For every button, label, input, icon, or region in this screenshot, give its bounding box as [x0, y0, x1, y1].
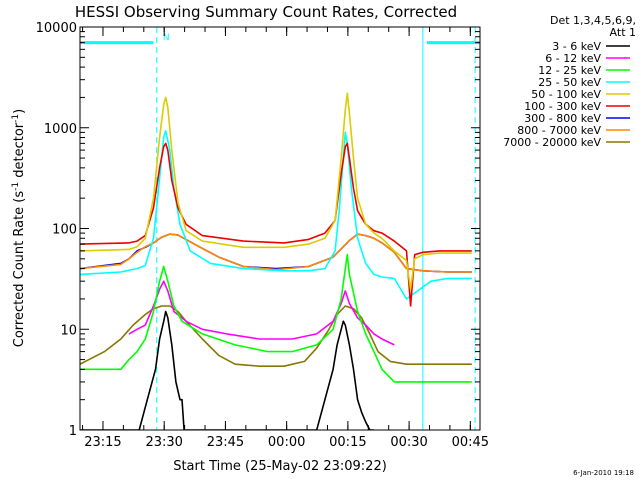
y-tick-label: 1	[69, 424, 77, 439]
legend-header-line: Att 1	[610, 26, 636, 39]
chart-title: HESSI Observing Summary Count Rates, Cor…	[75, 3, 457, 21]
attenuator-annotations: N	[80, 27, 480, 430]
legend-label: 50 - 100 keV	[531, 88, 601, 101]
x-axis-label: Start Time (25-May-02 23:09:22)	[173, 459, 387, 474]
x-tick-label: 00:15	[329, 435, 366, 450]
legend-label: 6 - 12 keV	[545, 52, 601, 65]
y-tick-label: 10000	[36, 21, 77, 36]
legend-label: 25 - 50 keV	[538, 76, 601, 89]
plot-frame	[79, 26, 481, 431]
y-tick-label: 10	[60, 323, 77, 338]
series-line-8	[80, 305, 472, 368]
series-line-5	[80, 142, 472, 307]
x-tick-label: 23:45	[207, 435, 244, 450]
plot-area: N 23:15 23:30 23:45 00:00 00:15 00:30 00:45 11…	[36, 21, 489, 450]
legend-label: 300 - 800 keV	[524, 112, 601, 125]
attenuator-label: N	[163, 33, 170, 43]
series-line-2	[80, 253, 472, 383]
x-tick-label: 23:15	[84, 435, 121, 450]
series-line-4	[80, 92, 472, 291]
x-axis-ticks: 23:15 23:30 23:45 00:00 00:15 00:30 00:45	[82, 27, 489, 450]
x-tick-label: 23:30	[145, 435, 182, 450]
legend-header-line: Det 1,3,4,5,6,9,	[550, 14, 636, 27]
x-tick-label: 00:45	[452, 435, 489, 450]
timestamp: 6-Jan-2010 19:18	[573, 469, 634, 477]
y-tick-label: 100	[52, 223, 77, 238]
series-line-0	[80, 310, 374, 430]
legend-label: 7000 - 20000 keV	[503, 136, 601, 149]
legend-label: 3 - 6 keV	[552, 40, 601, 53]
legend-label: 100 - 300 keV	[524, 100, 601, 113]
x-tick-label: 00:30	[390, 435, 427, 450]
legend-label: 12 - 25 keV	[538, 64, 601, 77]
series-layer	[80, 92, 472, 430]
series-line-1	[128, 280, 395, 346]
y-axis-ticks: 1 10 100 1000 10000	[36, 21, 480, 439]
legend-header: Det 1,3,4,5,6,9,Att 1	[550, 14, 636, 39]
x-tick-label: 00:00	[268, 435, 305, 450]
y-tick-label: 1000	[44, 122, 77, 137]
series-line-3	[80, 130, 472, 300]
legend-label: 800 - 7000 keV	[517, 124, 601, 137]
y-axis-label: Corrected Count Rate (s-1 detector-1)	[11, 109, 27, 347]
